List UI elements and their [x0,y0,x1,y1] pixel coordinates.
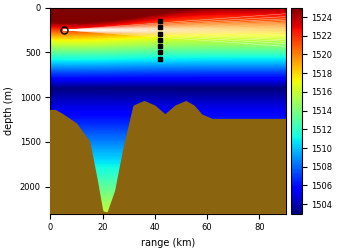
Y-axis label: depth (m): depth (m) [4,86,14,135]
Polygon shape [51,102,285,213]
X-axis label: range (km): range (km) [141,238,195,248]
